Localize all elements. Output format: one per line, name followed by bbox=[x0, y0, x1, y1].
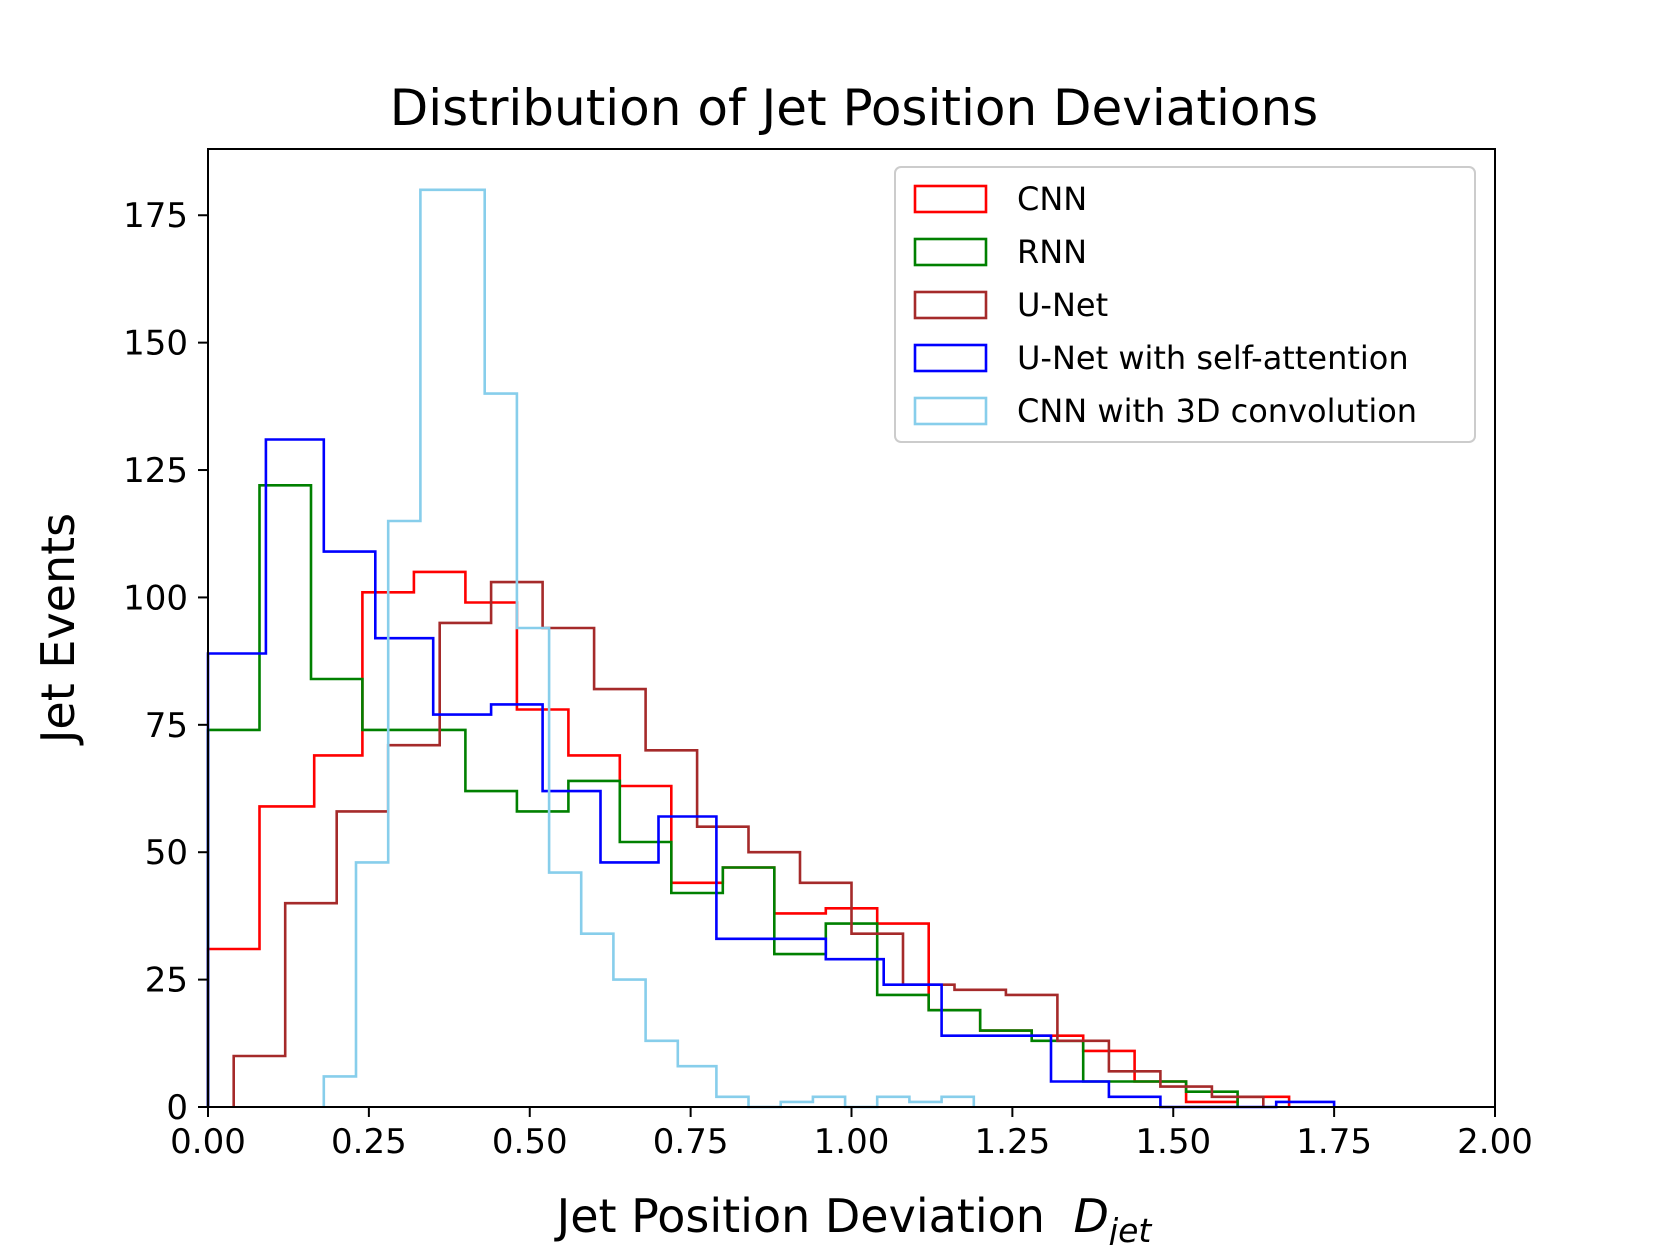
x-tick-label: 2.00 bbox=[1457, 1122, 1533, 1162]
y-tick-label: 125 bbox=[123, 451, 188, 491]
x-tick-label: 0.75 bbox=[653, 1122, 729, 1162]
y-axis: 0 25 50 75 100 125 150 175 bbox=[123, 196, 208, 1128]
legend-label: CNN with 3D convolution bbox=[1017, 392, 1417, 430]
y-tick-label: 75 bbox=[145, 706, 188, 746]
x-axis-label-subscript: jet bbox=[1105, 1211, 1152, 1245]
legend-label: U-Net with self-attention bbox=[1017, 339, 1409, 377]
x-tick-label: 0.25 bbox=[331, 1122, 407, 1162]
legend-swatch bbox=[913, 237, 988, 267]
x-tick-label: 1.75 bbox=[1296, 1122, 1372, 1162]
y-tick-label: 100 bbox=[123, 578, 188, 618]
legend: CNN RNN U-Net U-Net with self-attention CNN … bbox=[894, 166, 1476, 443]
plot-frame bbox=[207, 148, 1496, 1108]
y-tick-label: 150 bbox=[123, 324, 188, 364]
y-tick-label: 0 bbox=[166, 1088, 188, 1128]
legend-label: U-Net bbox=[1017, 286, 1108, 324]
legend-frame bbox=[894, 166, 1476, 443]
legend-swatch bbox=[913, 184, 988, 214]
x-tick-label: 1.25 bbox=[975, 1122, 1051, 1162]
x-tick-label: 0.00 bbox=[170, 1122, 246, 1162]
legend-swatch bbox=[913, 343, 988, 373]
y-tick-label: 25 bbox=[145, 961, 188, 1001]
x-axis-label-symbol: D bbox=[1074, 1189, 1109, 1243]
y-tick-label: 50 bbox=[145, 833, 188, 873]
legend-swatch bbox=[913, 290, 988, 320]
legend-label: RNN bbox=[1017, 233, 1087, 271]
y-axis-label: Jet Events bbox=[31, 513, 85, 746]
x-axis-label-text: Jet Position Deviation bbox=[554, 1189, 1045, 1243]
x-tick-label: 1.50 bbox=[1135, 1122, 1211, 1162]
x-axis-label: Jet Position Deviation Djet bbox=[554, 1189, 1153, 1245]
series-u-net-with-self-attention-histogram bbox=[206, 438, 1336, 1109]
x-tick-label: 0.50 bbox=[492, 1122, 568, 1162]
y-tick-label: 175 bbox=[123, 196, 188, 236]
legend-label: CNN bbox=[1017, 180, 1087, 218]
series-layer bbox=[206, 188, 1336, 1109]
series-cnn-with-3d-convolution-histogram bbox=[322, 188, 976, 1109]
x-tick-label: 1.00 bbox=[814, 1122, 890, 1162]
chart-title: Distribution of Jet Position Deviations bbox=[390, 79, 1318, 137]
legend-swatch bbox=[913, 396, 988, 426]
x-axis: 0.00 0.25 0.50 0.75 1.00 1.25 1.50 1.75 2.00 bbox=[170, 1107, 1533, 1162]
